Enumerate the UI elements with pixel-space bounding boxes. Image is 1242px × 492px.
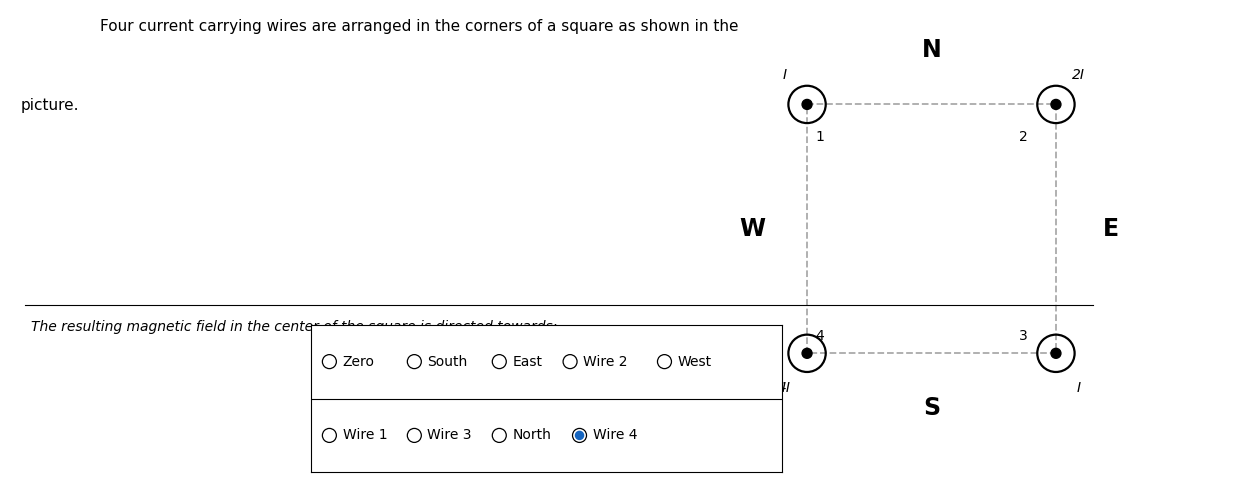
Text: W: W xyxy=(739,217,765,241)
Circle shape xyxy=(1051,348,1061,358)
Text: Four current carrying wires are arranged in the corners of a square as shown in : Four current carrying wires are arranged… xyxy=(99,19,738,33)
Text: South: South xyxy=(427,355,468,369)
Text: Zero: Zero xyxy=(343,355,375,369)
Text: 4: 4 xyxy=(815,329,823,343)
Text: N: N xyxy=(922,38,941,62)
Text: I: I xyxy=(782,67,786,82)
Circle shape xyxy=(802,348,812,358)
Text: 4I: 4I xyxy=(779,381,791,395)
Circle shape xyxy=(802,99,812,109)
Text: The resulting magnetic field in the center of the square is directed towards:: The resulting magnetic field in the cent… xyxy=(31,320,558,334)
Circle shape xyxy=(1051,99,1061,109)
Text: I: I xyxy=(1077,381,1081,395)
Text: Wire 3: Wire 3 xyxy=(427,429,472,442)
Text: 1: 1 xyxy=(815,130,823,144)
Text: E: E xyxy=(1103,217,1119,241)
Text: Wire 1: Wire 1 xyxy=(343,429,388,442)
Text: East: East xyxy=(513,355,543,369)
Text: Wire 2: Wire 2 xyxy=(584,355,627,369)
Ellipse shape xyxy=(575,431,584,439)
Text: picture.: picture. xyxy=(21,98,79,113)
Text: 2I: 2I xyxy=(1072,67,1084,82)
Text: 2: 2 xyxy=(1020,130,1028,144)
Text: S: S xyxy=(923,396,940,420)
Text: West: West xyxy=(678,355,712,369)
Text: 3: 3 xyxy=(1020,329,1028,343)
Text: Wire 4: Wire 4 xyxy=(592,429,637,442)
Text: North: North xyxy=(513,429,551,442)
